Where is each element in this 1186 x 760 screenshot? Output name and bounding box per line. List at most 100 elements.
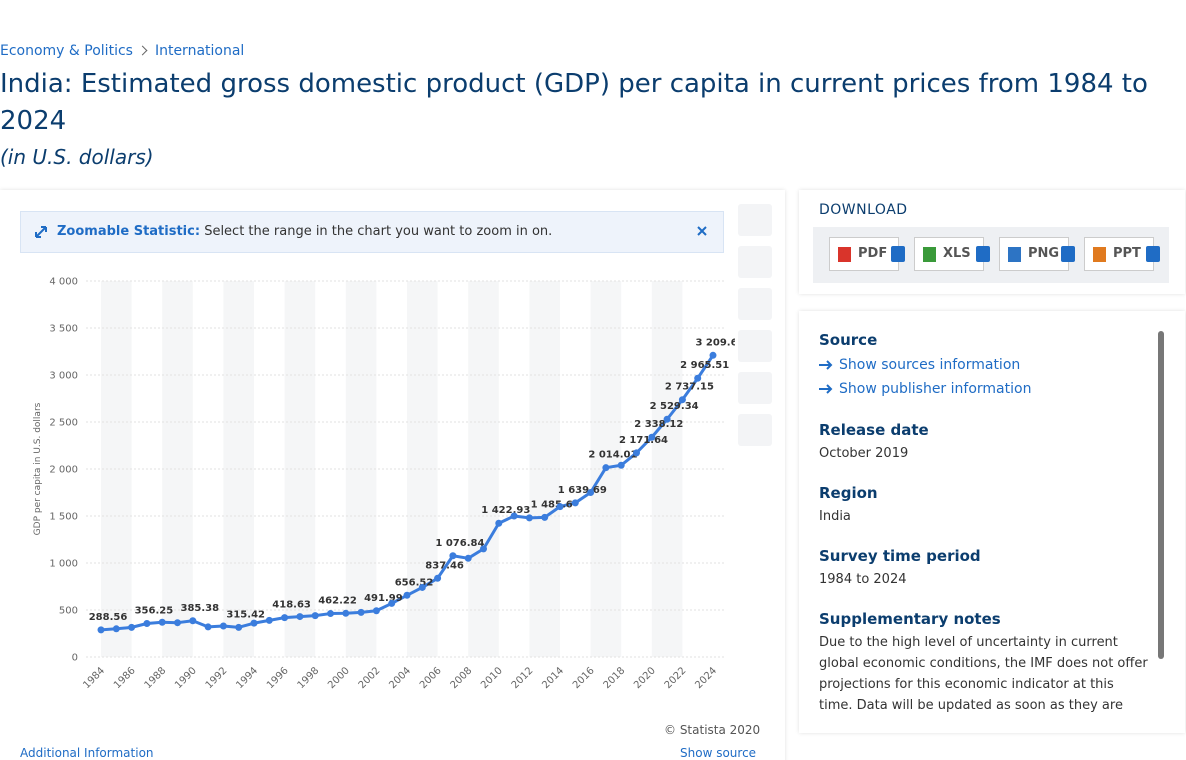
y-tick-label: 1 500 (49, 512, 78, 523)
format-label: PDF (858, 246, 888, 261)
data-point (97, 626, 105, 634)
data-label: 2 338.12 (634, 419, 683, 430)
data-point (311, 612, 319, 620)
detail-label: Release date (819, 421, 929, 439)
close-button[interactable] (697, 226, 707, 236)
file-icon (838, 247, 851, 262)
detail-text: India (819, 509, 851, 524)
data-label: 385.38 (181, 603, 220, 614)
data-point (495, 519, 503, 527)
data-point (128, 623, 136, 631)
data-point (449, 552, 457, 560)
show-source-link[interactable]: Show source (680, 746, 757, 760)
additional-info-link[interactable]: Additional Information (20, 746, 154, 760)
settings-button[interactable] (738, 288, 772, 320)
data-label: 1 639.69 (558, 485, 607, 496)
y-tick-label: 2 500 (49, 418, 78, 429)
data-label: 356.25 (135, 606, 174, 617)
data-point (174, 619, 181, 627)
data-label: 1 422.93 (481, 505, 530, 516)
print-button[interactable] (738, 414, 772, 446)
x-tick-label: 2010 (479, 665, 505, 691)
chart-card: Zoomable Statistic: Select the range in … (0, 190, 785, 760)
alert-button[interactable] (738, 246, 772, 278)
zoom-text: Select the range in the chart you want t… (204, 224, 553, 239)
data-point (541, 513, 549, 521)
x-tick-label: 2018 (602, 665, 628, 691)
data-point (480, 545, 487, 553)
breadcrumb-link[interactable]: Economy & Politics (0, 43, 133, 59)
download-card: DOWNLOAD PDF XLS PNG PPT (799, 190, 1185, 294)
y-tick-label: 500 (59, 606, 78, 617)
data-point (143, 620, 151, 628)
arrow-icon (819, 360, 833, 370)
data-point (648, 433, 656, 441)
data-point (158, 618, 166, 626)
download-button[interactable]: PNG (999, 237, 1075, 271)
data-point (663, 415, 671, 423)
detail-label: Source (819, 331, 878, 349)
data-label: 462.22 (318, 596, 357, 607)
source-link[interactable]: Show sources information (819, 353, 1149, 377)
data-label: 2 737.15 (665, 382, 714, 393)
x-tick-label: 1994 (234, 665, 260, 691)
download-box: PDF XLS PNG PPT (813, 227, 1169, 283)
data-point (235, 623, 243, 631)
breadcrumb-link[interactable]: International (154, 43, 245, 59)
subtitle: (in U.S. dollars) (0, 145, 154, 169)
data-label: 1 076.84 (435, 538, 484, 549)
format-label: PNG (1028, 246, 1060, 261)
x-tick-label: 2000 (326, 665, 352, 691)
arrow-icon (819, 384, 833, 394)
x-tick-label: 1988 (143, 665, 169, 691)
data-point (510, 512, 518, 520)
data-point (556, 503, 564, 511)
download-button[interactable]: XLS (914, 237, 990, 271)
x-tick-label: 2008 (449, 665, 475, 691)
plus-badge (1146, 246, 1160, 262)
data-point (418, 583, 426, 591)
data-point (342, 609, 350, 617)
data-point (296, 613, 304, 621)
data-point (219, 622, 227, 630)
x-tick-label: 2006 (418, 665, 444, 691)
data-label: 491.99 (364, 593, 403, 604)
scrollbar[interactable] (1158, 331, 1164, 659)
source-link[interactable]: Show publisher information (819, 377, 1149, 401)
detail-label: Survey time period (819, 547, 981, 565)
y-tick-label: 3 500 (49, 324, 78, 335)
data-point (709, 351, 717, 359)
x-tick-label: 1990 (173, 665, 199, 691)
y-tick-label: 1 000 (49, 559, 78, 570)
y-tick-label: 2 000 (49, 465, 78, 476)
cite-button[interactable] (738, 372, 772, 404)
data-point (633, 449, 640, 457)
data-point (602, 464, 610, 472)
data-label: 656.52 (395, 577, 434, 588)
x-tick-label: 2012 (510, 665, 536, 691)
data-point (571, 499, 579, 507)
y-axis-label: GDP per capita in U.S. dollars (33, 402, 43, 535)
x-tick-label: 2014 (540, 665, 566, 691)
data-label: 3 209.67 (695, 337, 735, 348)
format-label: XLS (943, 246, 971, 261)
x-tick-label: 1984 (81, 665, 107, 691)
data-point (464, 554, 472, 562)
favorite-button[interactable] (738, 204, 772, 236)
plus-badge (891, 246, 905, 262)
data-point (434, 574, 442, 582)
x-tick-label: 1998 (296, 665, 322, 691)
chart: 0 500 1 000 1 500 2 000 2 500 3 000 3 500 4 000 G… (33, 277, 735, 692)
detail-text: 1984 to 2024 (819, 572, 907, 587)
zoom-banner: Zoomable Statistic: Select the range in … (20, 211, 724, 253)
details: Source Show sources information Show pub… (819, 331, 1149, 713)
share-button[interactable] (738, 330, 772, 362)
y-tick-label: 3 000 (49, 371, 78, 382)
download-button[interactable]: PDF (829, 237, 905, 271)
download-button[interactable]: PPT (1084, 237, 1160, 271)
data-label: 2 171.64 (619, 435, 668, 446)
data-label: 837.46 (425, 560, 464, 571)
data-point (357, 608, 365, 616)
data-point (204, 623, 212, 631)
